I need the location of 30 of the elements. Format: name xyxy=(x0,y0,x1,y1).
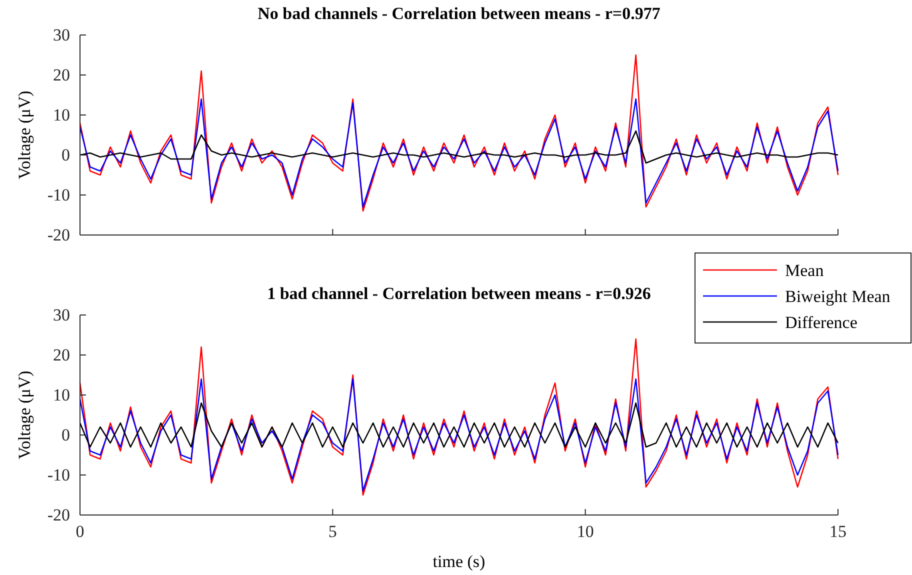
legend-label: Difference xyxy=(785,313,858,332)
x-tick-label: 15 xyxy=(830,522,846,542)
y-tick-label: -10 xyxy=(47,185,70,204)
y-tick-label: 10 xyxy=(53,105,70,124)
y-axis-title: Voltage (μV) xyxy=(15,370,34,460)
line-series xyxy=(79,54,839,212)
legend-label: Biweight Mean xyxy=(785,287,891,306)
y-tick-label: -10 xyxy=(47,465,70,484)
y-axis-title: Voltage (μV) xyxy=(15,90,34,180)
y-tick-label: -20 xyxy=(47,505,70,524)
y-tick-label: 0 xyxy=(62,145,70,164)
x-tick-label: 5 xyxy=(328,522,337,542)
y-tick-label: 30 xyxy=(53,25,70,44)
line-series xyxy=(79,130,839,164)
x-tick-label: 0 xyxy=(76,522,84,542)
y-tick-label: 10 xyxy=(53,385,70,404)
y-tick-label: 20 xyxy=(53,65,70,84)
x-axis-title: time (s) xyxy=(432,552,486,571)
chart-title: 1 bad channel - Correlation between means - r=0.926 xyxy=(267,284,651,303)
line-series xyxy=(79,98,839,208)
y-tick-label: 0 xyxy=(62,425,70,444)
line-series xyxy=(79,338,839,496)
chart-title: No bad channels - Correlation between means - r=0.977 xyxy=(258,4,661,23)
y-tick-label: 30 xyxy=(53,305,70,324)
y-tick-label: -20 xyxy=(47,225,70,244)
line-series xyxy=(79,402,839,448)
line-series xyxy=(79,378,839,492)
legend-label: Mean xyxy=(785,261,824,280)
y-tick-label: 20 xyxy=(53,345,70,364)
x-tick-label: 10 xyxy=(576,522,594,542)
